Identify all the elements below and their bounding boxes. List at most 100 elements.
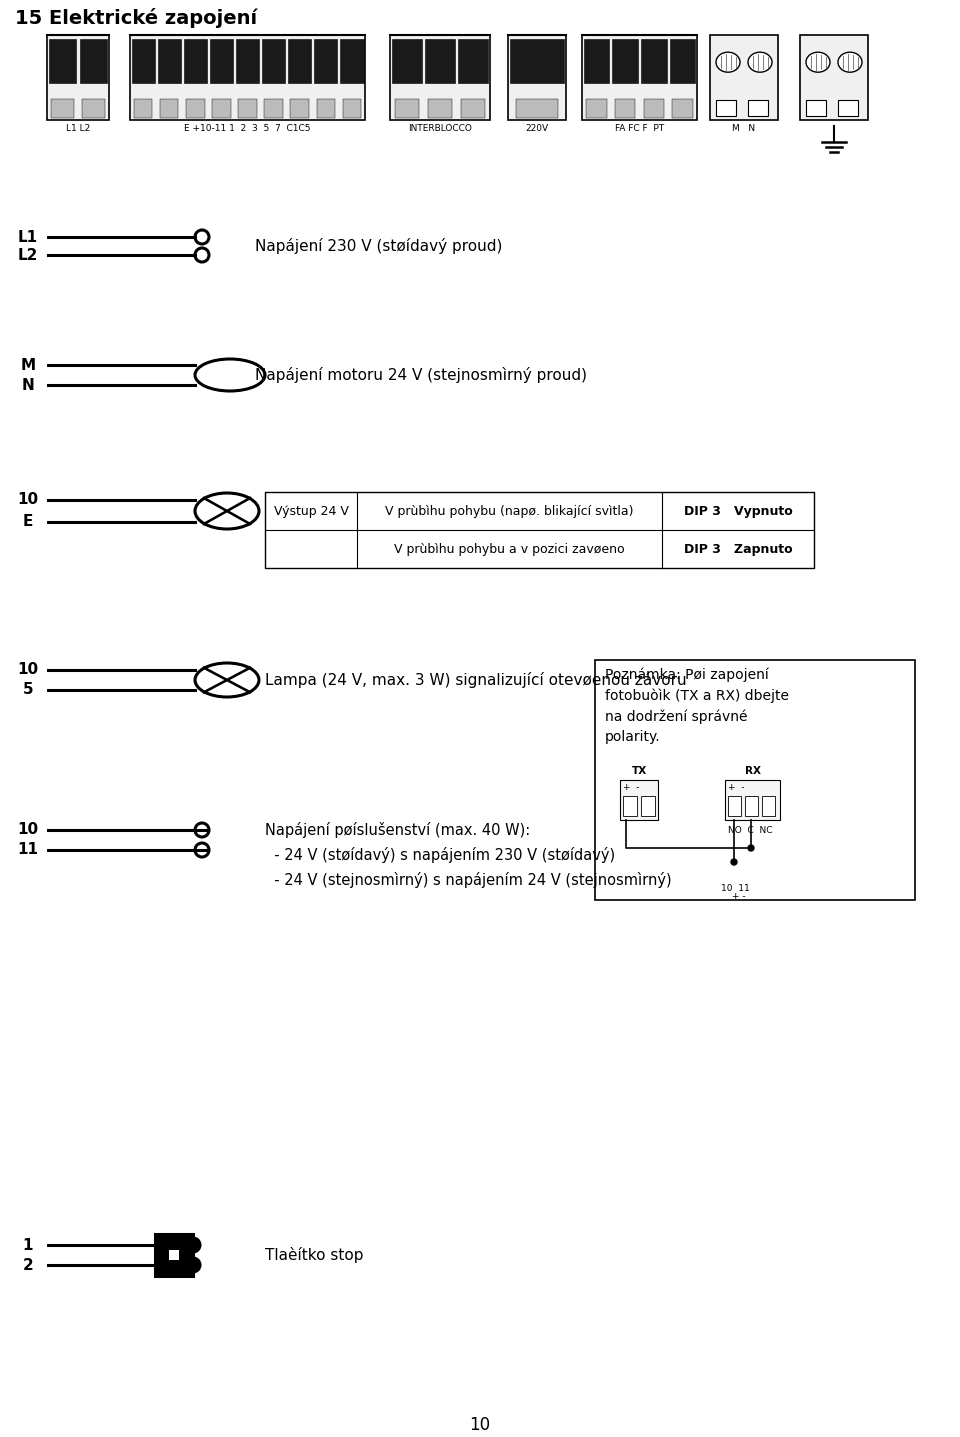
Bar	[643, 99, 664, 118]
Bar	[806, 101, 826, 116]
Text: N: N	[22, 378, 35, 392]
Bar	[620, 780, 658, 821]
Bar	[210, 39, 233, 83]
Bar	[236, 39, 259, 83]
Bar	[838, 101, 858, 116]
Text: DIP 3   Vypnuto: DIP 3 Vypnuto	[684, 504, 792, 517]
Bar	[317, 99, 335, 118]
Bar	[725, 780, 780, 821]
Text: 10  11: 10 11	[721, 884, 750, 892]
Text: 10: 10	[17, 493, 38, 507]
Bar	[314, 39, 337, 83]
Bar	[670, 39, 695, 83]
Circle shape	[731, 859, 737, 865]
Bar	[582, 34, 697, 121]
Text: +  -: + -	[728, 783, 745, 792]
Text: TX: TX	[632, 766, 647, 776]
Bar	[157, 39, 180, 83]
Bar	[710, 34, 778, 121]
Bar	[264, 99, 283, 118]
Text: + -: + -	[732, 892, 746, 901]
Bar	[762, 796, 775, 816]
Bar	[183, 39, 206, 83]
Bar	[155, 1234, 193, 1276]
Bar	[584, 39, 610, 83]
Bar	[80, 39, 108, 83]
Bar	[672, 99, 693, 118]
Bar	[133, 99, 153, 118]
Text: M: M	[20, 358, 36, 372]
Bar	[800, 34, 868, 121]
Text: +  -: + -	[623, 783, 639, 792]
Text: 1: 1	[23, 1237, 34, 1253]
Text: V prùbìhu pohybu (napø. blikající svìtla): V prùbìhu pohybu (napø. blikající svìtla…	[385, 504, 634, 517]
Text: FA FC F  PT: FA FC F PT	[615, 124, 664, 134]
Ellipse shape	[838, 52, 862, 72]
Bar	[428, 99, 452, 118]
Bar	[612, 39, 638, 83]
Text: Napájení 230 V (støídavý proud): Napájení 230 V (støídavý proud)	[255, 239, 502, 254]
Text: E +10-11 1  2  3  5  7  C1C5: E +10-11 1 2 3 5 7 C1C5	[184, 124, 311, 134]
Bar	[288, 39, 311, 83]
Bar	[395, 99, 419, 118]
Text: DIP 3   Zapnuto: DIP 3 Zapnuto	[684, 543, 792, 556]
Bar	[212, 99, 230, 118]
Text: 2: 2	[23, 1257, 34, 1273]
Circle shape	[186, 1239, 200, 1252]
Text: L2: L2	[18, 247, 38, 263]
Text: L1 L2: L1 L2	[66, 124, 90, 134]
Bar	[186, 99, 204, 118]
Text: 10: 10	[469, 1415, 491, 1434]
Text: Tlaèítko stop: Tlaèítko stop	[265, 1247, 364, 1263]
Text: RX: RX	[745, 766, 760, 776]
Bar	[47, 34, 109, 121]
Bar	[641, 796, 655, 816]
Text: 220V: 220V	[525, 124, 548, 134]
Text: E: E	[23, 514, 34, 529]
Text: 5: 5	[23, 683, 34, 697]
Bar	[51, 99, 74, 118]
Ellipse shape	[748, 52, 772, 72]
Text: 10: 10	[17, 662, 38, 677]
Bar	[341, 39, 364, 83]
Bar	[343, 99, 361, 118]
Bar	[49, 39, 77, 83]
Text: 15 Elektrické zapojení: 15 Elektrické zapojení	[15, 9, 257, 27]
Bar	[265, 491, 814, 568]
Ellipse shape	[716, 52, 740, 72]
Circle shape	[748, 845, 754, 851]
Text: Napájení motoru 24 V (stejnosmìrný proud): Napájení motoru 24 V (stejnosmìrný proud…	[255, 366, 587, 384]
Ellipse shape	[806, 52, 830, 72]
Text: V prùbìhu pohybu a v pozici zavøeno: V prùbìhu pohybu a v pozici zavøeno	[395, 543, 625, 556]
Bar	[511, 39, 564, 83]
Bar	[641, 39, 666, 83]
Bar	[728, 796, 741, 816]
Bar	[587, 99, 607, 118]
Bar	[459, 39, 489, 83]
Bar	[516, 99, 558, 118]
Bar	[392, 39, 421, 83]
Text: Výstup 24 V: Výstup 24 V	[274, 504, 348, 517]
Text: Poznámka: Pøi zapojení
fotobuòìk (TX a RX) dbejte
na dodržení správné
polarity.: Poznámka: Pøi zapojení fotobuòìk (TX a R…	[605, 668, 789, 744]
Text: L1: L1	[18, 230, 38, 244]
Text: Lampa (24 V, max. 3 W) signalizující otevøenou závoru: Lampa (24 V, max. 3 W) signalizující ote…	[265, 673, 686, 688]
Text: M   N: M N	[732, 124, 756, 134]
Bar	[169, 1250, 179, 1260]
Bar	[238, 99, 256, 118]
Text: 10: 10	[17, 822, 38, 838]
Bar	[130, 34, 365, 121]
Bar	[508, 34, 566, 121]
Bar	[748, 101, 768, 116]
Bar	[716, 101, 736, 116]
Bar	[160, 99, 179, 118]
Bar	[462, 99, 485, 118]
Bar	[291, 99, 309, 118]
Text: INTERBLOCCO: INTERBLOCCO	[408, 124, 472, 134]
Bar	[614, 99, 636, 118]
Bar	[83, 99, 105, 118]
Text: 11: 11	[17, 842, 38, 858]
Bar	[262, 39, 285, 83]
Bar	[745, 796, 758, 816]
Bar	[425, 39, 455, 83]
Circle shape	[186, 1257, 200, 1272]
